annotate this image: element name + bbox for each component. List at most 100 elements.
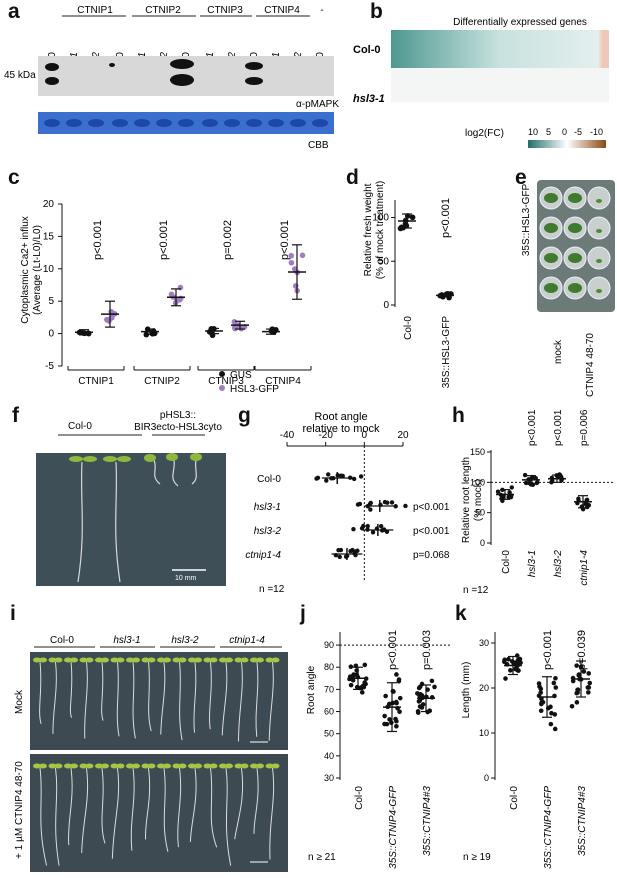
h-point <box>509 485 514 490</box>
panel-label-j: j <box>300 602 306 625</box>
j-point <box>394 718 399 724</box>
j-point <box>394 672 399 677</box>
c-category-label: CTNIP3 <box>208 376 244 387</box>
h-point <box>522 472 528 478</box>
j-point <box>418 691 423 697</box>
e-seedlings-small <box>596 289 602 293</box>
i-leaf <box>178 763 187 769</box>
group-ctnip2: CTNIP2 <box>145 5 181 16</box>
panel-e-photo: 35S::HSL3-GFP mock CTNIP4 48-70 <box>521 180 615 397</box>
panel-h-chart: 150 100 50 0 Col-0 hsl3-1 p<0.001 hsl3-2 p<0.001… <box>461 409 615 596</box>
i-root-mock <box>209 661 212 730</box>
c-point-hsl3 <box>288 259 295 266</box>
g-point <box>403 503 408 509</box>
c-point-hsl3 <box>292 283 299 289</box>
k-point <box>538 708 544 714</box>
i-root-mock <box>101 661 104 721</box>
j-point <box>382 721 387 727</box>
i-root-mock <box>237 661 243 742</box>
heatmap-title: Differentially expressed genes <box>453 17 587 28</box>
k-point <box>502 657 507 663</box>
d-ytick-label: 100 <box>372 213 389 224</box>
h-pvalue: p<0.001 <box>553 409 564 446</box>
k-ylabel: Length (mm) <box>461 662 472 719</box>
i-leaf <box>178 657 187 663</box>
c-ytick-label: 10 <box>43 264 55 275</box>
i-ctnip4-plate <box>30 754 288 872</box>
k-point <box>506 656 511 662</box>
e-well <box>587 246 611 270</box>
i-root-ctnip4 <box>145 767 151 840</box>
h-ylabel-2: (% mock) <box>473 479 484 521</box>
c-ylabel-2: (Average (Lt-L0)/L0) <box>32 225 43 315</box>
j-point <box>359 690 365 695</box>
d-category-label: Col-0 <box>403 316 414 340</box>
j-n: n ≥ 21 <box>308 852 336 863</box>
i-leaf <box>132 657 140 663</box>
i-leaf <box>163 763 171 769</box>
k-ytick-label: 0 <box>484 773 489 783</box>
g-point <box>324 478 329 483</box>
i-leaf <box>203 657 212 663</box>
i-root-mock <box>255 661 259 737</box>
legend-gus-marker <box>219 371 225 377</box>
i-leaf <box>172 657 181 663</box>
k-point <box>548 721 554 727</box>
i-root-mock <box>69 661 73 718</box>
panel-label-i: i <box>10 602 16 625</box>
j-category-label: 35S::CTNIP4-GFP <box>388 786 399 869</box>
i-leaf <box>110 657 119 663</box>
g-title-1: Root angle <box>314 411 367 423</box>
svg-text:-10: -10 <box>590 127 603 137</box>
k-point <box>581 669 587 674</box>
c-point-hsl3 <box>231 318 238 325</box>
j-point <box>383 693 388 699</box>
i-root-mock <box>116 661 120 737</box>
c-ytick-label: 5 <box>48 296 54 307</box>
e-seedlings-small <box>596 229 602 233</box>
panel-label-f: f <box>12 404 19 427</box>
j-pvalue: p<0.001 <box>387 630 399 670</box>
i-mock-plate <box>30 652 288 750</box>
panel-label-c: c <box>8 166 20 189</box>
svg-text:10: 10 <box>528 127 538 137</box>
i-leaf <box>70 657 78 663</box>
i-leaf <box>126 657 134 663</box>
g-row-label: Col-0 <box>257 474 281 485</box>
c-pvalue: p<0.001 <box>158 220 170 260</box>
i-leaf <box>209 763 218 769</box>
h-point <box>507 490 512 495</box>
marker-45kda: 45 kDa <box>4 70 36 81</box>
j-category-label: Col-0 <box>354 786 365 810</box>
g-pvalue: p<0.001 <box>413 502 450 513</box>
j-ytick-label: 50 <box>324 729 334 739</box>
f-scale-bar: 10 mm <box>175 575 197 582</box>
i-leaf <box>79 657 88 663</box>
j-point <box>350 673 356 679</box>
i-leaf <box>39 763 47 769</box>
k-point <box>553 675 558 681</box>
k-point <box>536 681 542 686</box>
panel-c-chart: 20 15 10 5 0 -5 CTNIP1 p<0.001 CTNIP2 p<0.001 CTNI… <box>20 199 312 395</box>
i-leaf <box>126 763 134 769</box>
g-point <box>325 472 331 477</box>
j-point <box>396 677 402 682</box>
legend-hsl3: HSL3-GFP <box>230 384 279 395</box>
e-well <box>587 216 611 240</box>
e-well <box>587 186 611 210</box>
i-leaf <box>141 657 150 663</box>
k-category-label: Col-0 <box>509 786 520 810</box>
i-root-ctnip4 <box>269 767 275 860</box>
panel-label-e: e <box>515 166 527 189</box>
blot-bands <box>45 59 263 86</box>
d-point <box>397 225 404 232</box>
i-leaf <box>132 763 140 769</box>
e-seedlings <box>544 193 558 203</box>
j-point <box>348 682 354 688</box>
c-ytick-label: 0 <box>48 329 54 340</box>
g-xtick-label: -20 <box>318 430 333 441</box>
i-group-hsl3-2: hsl3-2 <box>171 635 199 646</box>
panel-label-h: h <box>452 404 465 427</box>
g-pvalue: p<0.001 <box>413 526 450 537</box>
c-category-label: CTNIP2 <box>144 376 180 387</box>
